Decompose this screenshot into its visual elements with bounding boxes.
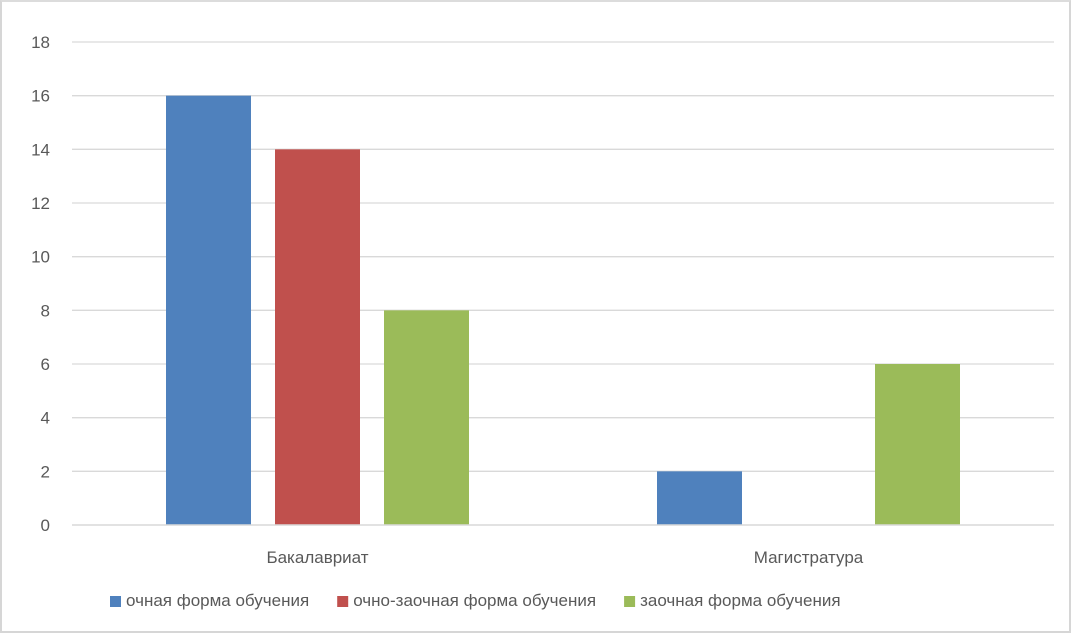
y-tick-label: 4: [41, 409, 50, 428]
legend-swatch: [337, 596, 349, 607]
x-category-label: Бакалавриат: [266, 548, 368, 567]
bars: [166, 95, 960, 526]
y-tick-label: 12: [31, 194, 50, 213]
legend-label: очно-заочная форма обучения: [353, 591, 596, 610]
legend-swatch: [110, 596, 121, 607]
y-tick-label: 8: [41, 301, 50, 320]
y-tick-label: 6: [41, 355, 50, 374]
y-tick-label: 0: [41, 516, 50, 535]
bar-1-2: [657, 471, 742, 525]
legend-label: заочная форма обучения: [640, 591, 840, 610]
y-tick-label: 2: [41, 462, 50, 481]
bar-3-2: [875, 364, 960, 525]
y-tick-label: 14: [31, 140, 50, 159]
bar-3-1: [384, 310, 469, 525]
y-tick-label: 16: [31, 87, 50, 106]
y-axis-ticks: 0 2 4 6 8 10 12 14 16 18: [31, 33, 50, 535]
y-tick-label: 18: [31, 33, 50, 52]
x-axis: Бакалавриат Магистратура: [72, 524, 1054, 567]
y-tick-label: 10: [31, 248, 50, 267]
legend-label: очная форма обучения: [126, 591, 309, 610]
x-category-label: Магистратура: [754, 548, 864, 567]
bar-2-1: [275, 149, 360, 526]
bar-1-1: [166, 95, 251, 526]
legend-swatch: [624, 596, 636, 607]
legend: очная форма обучения очно-заочная форма о…: [110, 591, 841, 610]
